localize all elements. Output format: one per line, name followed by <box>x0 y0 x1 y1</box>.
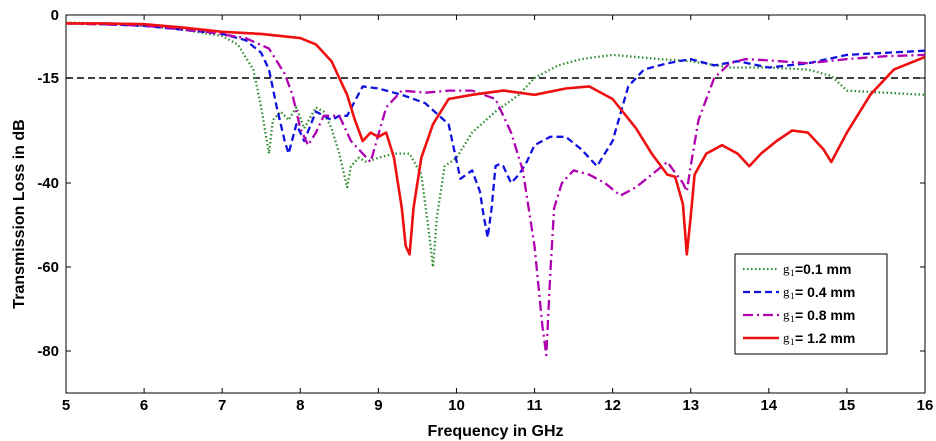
x-tick-label: 13 <box>682 397 699 414</box>
x-tick-label: 8 <box>296 397 304 414</box>
x-tick-label: 14 <box>760 397 777 414</box>
y-axis-ticks: 0 -15 -40 -60 -80 <box>37 7 925 360</box>
legend-subscript: 1 <box>790 314 795 324</box>
series-line-2 <box>66 22 925 239</box>
x-tick-label: 11 <box>527 397 543 414</box>
series-group <box>66 21 925 357</box>
legend-subscript: 1 <box>790 291 795 301</box>
x-tick-label: 9 <box>374 397 382 414</box>
legend-subscript: 1 <box>790 268 795 278</box>
plot-area-frame <box>65 14 926 394</box>
x-tick-label: 16 <box>917 397 934 414</box>
series-line-3 <box>66 22 925 357</box>
legend-symbol: g <box>783 330 790 345</box>
x-tick-label: 5 <box>62 397 70 414</box>
x-tick-label: 10 <box>448 397 465 414</box>
legend-subscript: 1 <box>790 337 795 347</box>
x-tick-label: 7 <box>218 397 226 414</box>
y-tick-label: -60 <box>37 259 59 276</box>
y-tick-label: -40 <box>37 175 59 192</box>
legend-symbol: g <box>783 307 790 322</box>
legend-symbol: g <box>783 261 790 276</box>
legend: g 1 =0.1 mmg 1 = 0.4 mmg 1 = 0.8 mmg 1 = 1.2 mm <box>734 253 888 355</box>
legend-label: = 1.2 mm <box>795 330 855 346</box>
legend-label: =0.1 mm <box>795 261 851 277</box>
legend-label: = 0.8 mm <box>795 307 855 323</box>
y-tick-label: -80 <box>37 343 59 360</box>
x-axis-label: Frequency in GHz <box>427 423 563 440</box>
x-tick-label: 15 <box>839 397 856 414</box>
x-tick-label: 6 <box>140 397 148 414</box>
series-line-1 <box>66 21 925 269</box>
series-line-4 <box>66 22 925 256</box>
y-tick-label: 0 <box>51 7 59 24</box>
y-tick-label: -15 <box>37 70 59 87</box>
x-tick-label: 12 <box>604 397 621 414</box>
y-axis-label: Transmission Loss in dB <box>11 119 28 308</box>
legend-label: = 0.4 mm <box>795 284 855 300</box>
legend-symbol: g <box>783 284 790 299</box>
x-axis-ticks: 5 6 7 8 9 10 11 12 13 14 15 16 <box>62 15 934 414</box>
